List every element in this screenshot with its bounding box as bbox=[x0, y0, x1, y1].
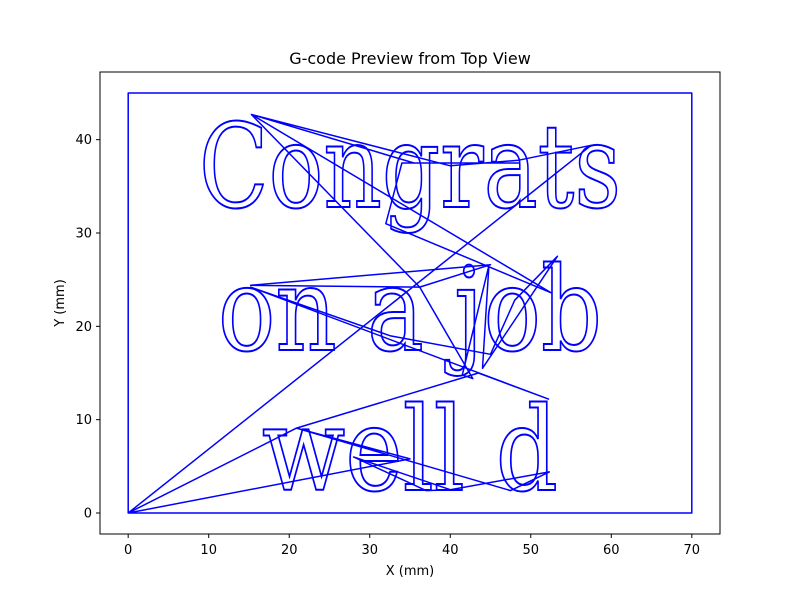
x-tick-label: 10 bbox=[200, 543, 217, 558]
x-axis: 0 10 20 30 40 50 60 70 bbox=[124, 534, 700, 558]
x-tick-label: 60 bbox=[603, 543, 620, 558]
y-tick-label: 40 bbox=[75, 133, 92, 148]
engraved-line-3: well d bbox=[262, 383, 558, 518]
x-axis-label: X (mm) bbox=[386, 564, 435, 579]
y-tick-label: 20 bbox=[75, 320, 92, 335]
y-axis-label: Y (mm) bbox=[53, 279, 68, 328]
y-tick-label: 0 bbox=[84, 507, 92, 522]
y-axis: 0 10 20 30 40 bbox=[75, 133, 100, 522]
engraved-line-2: on a job bbox=[218, 243, 602, 378]
chart-title: G-code Preview from Top View bbox=[289, 49, 531, 68]
engraved-glyphs: Congrats on a job well d bbox=[198, 99, 622, 519]
x-tick-label: 20 bbox=[281, 543, 298, 558]
toolpath-line bbox=[127, 92, 693, 514]
plot-background bbox=[100, 72, 720, 534]
plot-area: Congrats on a job well d bbox=[99, 71, 721, 535]
x-tick-label: 40 bbox=[442, 543, 459, 558]
x-tick-label: 50 bbox=[523, 543, 540, 558]
y-tick-label: 30 bbox=[75, 227, 92, 242]
plot-frame bbox=[99, 71, 721, 535]
x-tick-label: 70 bbox=[684, 543, 701, 558]
x-tick-label: 0 bbox=[124, 543, 132, 558]
x-tick-label: 30 bbox=[361, 543, 378, 558]
engraved-line-1: Congrats bbox=[199, 100, 621, 235]
y-tick-label: 10 bbox=[75, 413, 92, 428]
